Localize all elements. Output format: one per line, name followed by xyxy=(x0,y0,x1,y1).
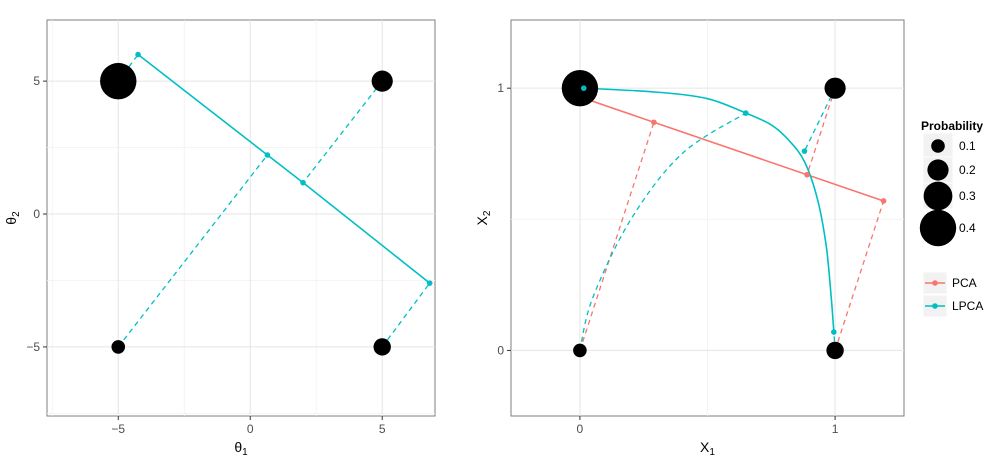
y-tick-label: −5 xyxy=(26,340,40,354)
data-point-3 xyxy=(826,341,844,360)
lpca-projection-point-0 xyxy=(580,85,587,91)
right-projection-points xyxy=(580,85,887,335)
y-tick-label: 0 xyxy=(497,343,504,357)
left-projection-points xyxy=(135,51,433,286)
right-principal-curves xyxy=(577,87,884,333)
legend-method-label: PCA xyxy=(952,276,977,290)
left-projection-links xyxy=(117,54,431,348)
pca-projection-point-0 xyxy=(651,119,657,126)
right-y-ticks: 01 xyxy=(497,81,511,357)
pca-projection-link-3 xyxy=(834,200,885,351)
y-tick-label: 1 xyxy=(497,81,504,95)
pca-projection-link-2 xyxy=(806,87,836,175)
lpca-projection-point-2 xyxy=(300,179,306,186)
lpca-projection-point-1 xyxy=(264,152,271,158)
pca-projection-point-1 xyxy=(804,171,810,178)
legend-size-label: 0.4 xyxy=(959,221,976,235)
left-y-ticks: −5 0 5 xyxy=(26,74,47,354)
legend-probability-title: Probability xyxy=(921,119,983,133)
data-point-2 xyxy=(573,343,587,358)
data-point-3 xyxy=(373,338,391,356)
legend-probability-items: 0.1 0.2 0.3 0.4 xyxy=(919,132,976,247)
legend-method-label: LPCA xyxy=(952,299,983,313)
x-tick-label: 1 xyxy=(832,422,839,436)
lpca-projection-point-0 xyxy=(135,51,141,58)
data-point-1 xyxy=(824,77,846,99)
lpca-curve xyxy=(583,87,835,333)
pca-projection-link-1 xyxy=(579,122,655,351)
legend-size-label: 0.2 xyxy=(959,163,976,177)
lpca-projection-link-2 xyxy=(803,87,836,152)
lpca-projection-point-1 xyxy=(742,110,749,116)
pca-curve xyxy=(577,95,884,202)
lpca-projection-point-2 xyxy=(801,148,808,154)
legend-size-label: 0.1 xyxy=(959,139,976,153)
data-point-1 xyxy=(371,70,393,92)
pca-projection-point-2 xyxy=(880,198,887,204)
x-tick-label: −5 xyxy=(111,422,125,436)
lpca-projection-point-3 xyxy=(831,329,837,335)
y-tick-label: 5 xyxy=(33,74,40,88)
left-data-points xyxy=(100,62,393,356)
lpca-curve xyxy=(137,53,431,284)
legend-size-key xyxy=(931,139,945,153)
lpca-projection-link-3 xyxy=(381,282,431,348)
legend-method-dot xyxy=(932,280,938,286)
data-point-0 xyxy=(561,69,599,107)
legend-size-label: 0.3 xyxy=(959,189,976,203)
x-tick-label: 0 xyxy=(577,422,584,436)
left-x-ticks: −5 0 5 xyxy=(111,416,386,436)
lpca-projection-link-1 xyxy=(302,80,383,184)
legend-size-key xyxy=(919,209,957,247)
legend-size-key xyxy=(923,181,953,211)
right-x-axis-title: X1 xyxy=(700,439,715,458)
x-tick-label: 5 xyxy=(379,422,386,436)
left-y-axis-title: θ2 xyxy=(3,211,22,225)
right-y-axis-title: X2 xyxy=(474,210,493,225)
legend-method-dot xyxy=(932,303,938,309)
lpca-projection-link-0 xyxy=(117,54,139,82)
x-tick-label: 0 xyxy=(247,422,254,436)
legend-size-key xyxy=(927,159,949,181)
y-tick-label: 0 xyxy=(33,207,40,221)
data-point-0 xyxy=(100,62,137,100)
lpca-projection-link-2 xyxy=(117,154,268,348)
left-panel: −5 0 5 −5 0 5 θ1 θ2 xyxy=(3,19,436,458)
left-principal-curves xyxy=(137,53,431,284)
lpca-projection-point-3 xyxy=(426,280,433,286)
legend-method-items: PCA LPCA xyxy=(922,271,983,318)
legend: Probability 0.1 0.2 0.3 0.4 PCA LPCA xyxy=(919,119,983,318)
right-data-points xyxy=(561,69,846,360)
left-x-axis-title: θ1 xyxy=(234,439,248,458)
data-point-2 xyxy=(111,340,126,354)
